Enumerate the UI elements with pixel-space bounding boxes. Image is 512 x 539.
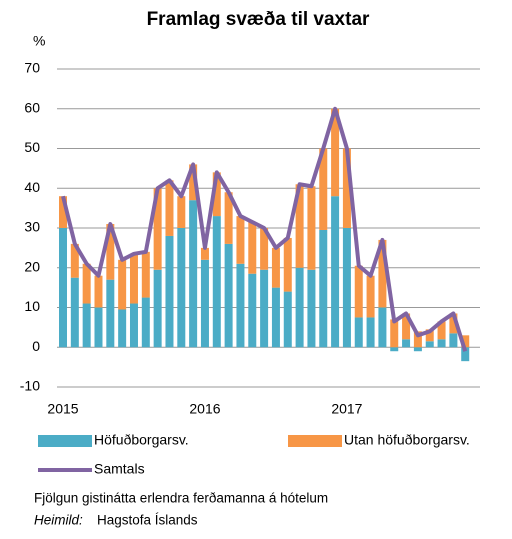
bar	[106, 279, 115, 348]
bar	[461, 335, 470, 348]
bar	[449, 333, 458, 348]
bar	[177, 196, 186, 228]
bar	[402, 313, 411, 340]
bar	[271, 247, 280, 288]
bar	[224, 192, 233, 244]
x-tick-label: 2017	[331, 401, 362, 417]
bar	[366, 275, 375, 318]
y-tick-label: 50	[24, 139, 40, 155]
bar	[331, 196, 340, 348]
x-tick-label: 2015	[47, 401, 78, 417]
bar	[141, 297, 150, 348]
bar	[200, 247, 209, 260]
bar	[342, 228, 351, 348]
bar	[295, 184, 304, 268]
bar	[106, 224, 115, 280]
bar	[59, 196, 67, 228]
bar	[129, 253, 138, 304]
x-tick-label: 2016	[189, 401, 220, 417]
bar	[118, 309, 127, 348]
bar	[390, 347, 399, 352]
bar	[224, 243, 233, 348]
source-label: Heimild:	[34, 513, 83, 528]
bar	[82, 263, 91, 304]
bar	[236, 263, 245, 348]
y-axis-label: %	[33, 33, 45, 49]
legend-label: Samtals	[94, 461, 145, 477]
y-tick-label: 0	[32, 338, 40, 354]
bar	[283, 237, 292, 292]
legend-label: Utan höfuðborgarsv.	[344, 432, 470, 448]
y-tick-label: 30	[24, 219, 40, 235]
bar	[295, 267, 304, 348]
bar	[354, 265, 363, 318]
legend-swatch	[38, 435, 92, 447]
bar	[118, 259, 127, 310]
legend-label: Höfuðborgarsv.	[94, 432, 189, 448]
line	[61, 106, 468, 352]
bar	[248, 222, 257, 274]
bar	[153, 269, 162, 348]
bar	[82, 303, 91, 348]
bar	[260, 228, 269, 270]
bar	[449, 313, 458, 334]
bar	[200, 259, 209, 348]
bar	[307, 186, 316, 270]
bar	[59, 228, 67, 348]
note: Fjölgun gistinátta erlendra ferðamanna á…	[34, 491, 328, 506]
bar	[342, 148, 351, 228]
y-tick-label: 40	[24, 179, 40, 195]
bar	[378, 239, 387, 308]
bar	[413, 347, 422, 352]
bar	[189, 200, 198, 348]
y-tick-label: -10	[20, 378, 40, 394]
bar	[94, 307, 103, 348]
bar	[94, 275, 103, 308]
bar	[212, 216, 221, 348]
bar	[129, 303, 138, 348]
bar	[425, 329, 434, 342]
bar	[189, 164, 198, 201]
y-tick-label: 60	[24, 99, 40, 115]
bar	[319, 148, 328, 230]
bar	[153, 188, 162, 270]
bar	[354, 317, 363, 348]
bar	[212, 172, 221, 217]
source: Hagstofa Íslands	[97, 513, 198, 528]
bar	[378, 307, 387, 348]
bar	[177, 228, 186, 348]
y-tick-label: 70	[24, 60, 40, 76]
bar	[331, 108, 340, 197]
y-tick-label: 20	[24, 258, 40, 274]
bar	[390, 319, 399, 348]
bar	[248, 273, 257, 348]
bar	[402, 339, 411, 348]
bar	[271, 287, 280, 348]
bar	[437, 321, 446, 340]
chart-title: Framlag svæða til vaxtar	[147, 9, 370, 30]
bar	[307, 269, 316, 348]
bar	[165, 180, 174, 236]
bar	[319, 229, 328, 348]
bar	[283, 291, 292, 348]
bar	[70, 277, 79, 348]
bar	[236, 216, 245, 264]
bar	[413, 331, 422, 348]
bar	[165, 235, 174, 348]
bar	[461, 347, 470, 362]
bar	[366, 317, 375, 348]
legend-swatch	[288, 435, 342, 447]
y-tick-label: 10	[24, 298, 40, 314]
bar	[70, 243, 79, 278]
bar	[437, 339, 446, 348]
bar	[141, 251, 150, 298]
bar	[260, 269, 269, 348]
bar	[425, 341, 434, 348]
